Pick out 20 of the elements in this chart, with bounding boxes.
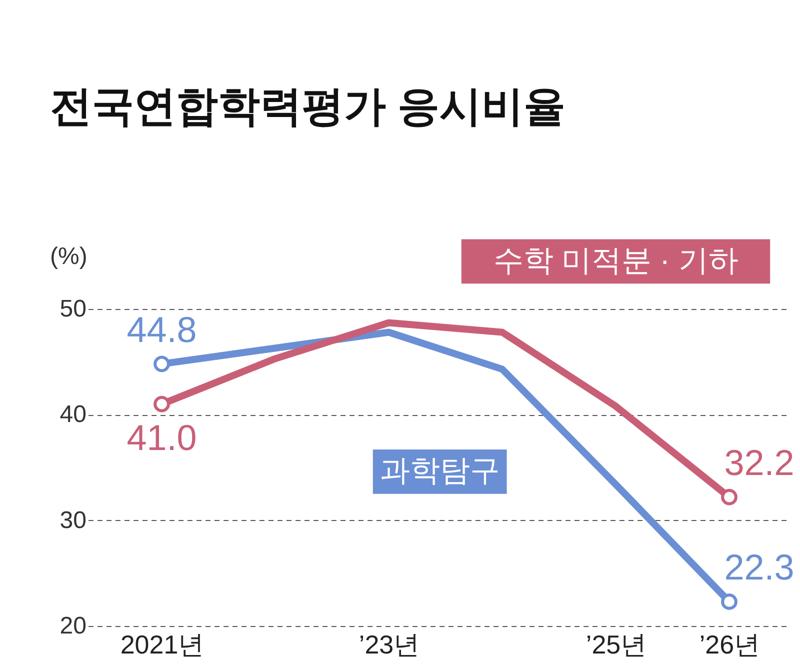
point	[721, 594, 738, 610]
series-label: 수학 미적분 · 기하	[493, 244, 738, 278]
y-tick-label: 20	[60, 612, 86, 640]
chart-title: 전국연합학력평가 응시비율	[50, 82, 566, 130]
annotation: 44.8	[126, 308, 197, 350]
point	[154, 356, 170, 372]
y-tick-label: 30	[60, 506, 86, 534]
annotation: 41.0	[126, 417, 197, 458]
x-tick-label: ’26년	[699, 630, 760, 660]
x-tick-label: ’23년	[358, 630, 420, 660]
y-tick-label: 40	[60, 401, 86, 428]
point	[154, 396, 170, 412]
text: 과학탐구	[380, 454, 500, 488]
y-tick-label: 50	[60, 296, 86, 322]
annotation: 32.2	[724, 442, 794, 484]
point	[721, 488, 738, 506]
y-axis-title: (%)	[50, 243, 88, 270]
x-tick-label: ’25년	[586, 630, 647, 660]
annotation: 22.3	[724, 546, 794, 588]
x-tick-label: 2021년	[120, 630, 204, 660]
